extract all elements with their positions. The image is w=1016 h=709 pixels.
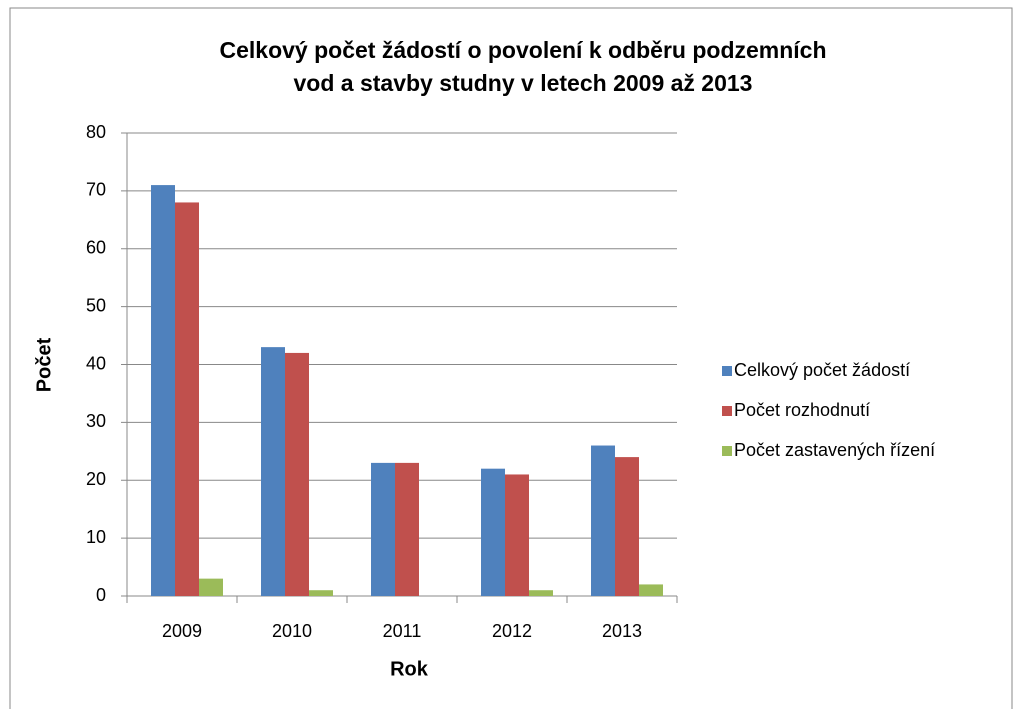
y-tick-label: 70 bbox=[86, 180, 106, 200]
x-tick-label: 2011 bbox=[383, 621, 422, 641]
chart-title: vod a stavby studny v letech 2009 až 201… bbox=[294, 70, 753, 96]
y-tick-label: 10 bbox=[86, 527, 106, 547]
bar bbox=[639, 584, 663, 596]
bar bbox=[175, 202, 199, 596]
bar bbox=[199, 578, 223, 596]
bar bbox=[395, 462, 419, 596]
y-tick-label: 20 bbox=[86, 469, 106, 489]
legend-label: Počet zastavených řízení bbox=[734, 440, 935, 460]
bar bbox=[285, 352, 309, 596]
bar bbox=[151, 185, 175, 596]
x-tick-label: 2012 bbox=[492, 621, 532, 641]
bar bbox=[615, 457, 639, 596]
bar bbox=[529, 590, 553, 596]
y-tick-label: 80 bbox=[86, 122, 106, 142]
bar bbox=[261, 347, 285, 596]
y-tick-label: 60 bbox=[86, 238, 106, 258]
x-tick-label: 2013 bbox=[602, 621, 642, 641]
x-tick-label: 2009 bbox=[162, 621, 202, 641]
y-tick-label: 50 bbox=[86, 295, 106, 315]
bar bbox=[505, 474, 529, 596]
chart-title: Celkový počet žádostí o povolení k odběr… bbox=[219, 37, 826, 63]
legend-label: Celkový počet žádostí bbox=[734, 360, 910, 380]
x-tick-label: 2010 bbox=[272, 621, 312, 641]
y-tick-label: 30 bbox=[86, 411, 106, 431]
y-axis-title: Počet bbox=[33, 337, 55, 392]
legend-swatch bbox=[722, 446, 732, 456]
y-tick-label: 40 bbox=[86, 353, 106, 373]
bar bbox=[371, 462, 395, 596]
bar bbox=[309, 590, 333, 596]
x-axis-title: Rok bbox=[390, 658, 429, 680]
legend-swatch bbox=[722, 366, 732, 376]
y-tick-label: 0 bbox=[96, 585, 106, 605]
legend-swatch bbox=[722, 406, 732, 416]
bar bbox=[591, 445, 615, 596]
legend-label: Počet rozhodnutí bbox=[734, 400, 870, 420]
bar bbox=[481, 468, 505, 596]
